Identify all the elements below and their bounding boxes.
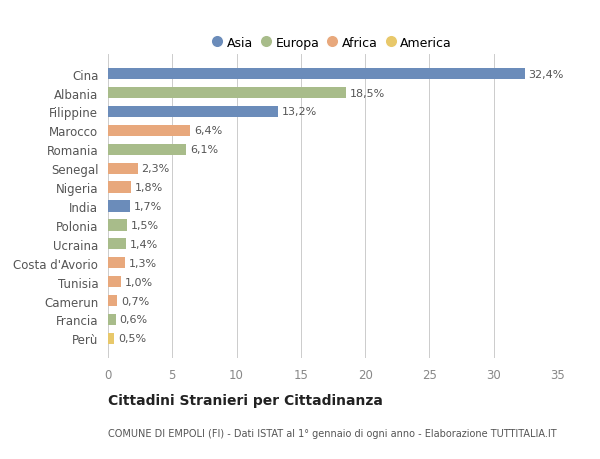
Bar xyxy=(108,182,131,193)
Text: 0,5%: 0,5% xyxy=(118,334,146,344)
Bar xyxy=(108,106,278,118)
Text: 0,6%: 0,6% xyxy=(119,315,148,325)
Text: 2,3%: 2,3% xyxy=(142,164,170,174)
Text: 1,5%: 1,5% xyxy=(131,220,159,230)
Bar xyxy=(108,163,137,174)
Bar xyxy=(108,295,117,307)
Text: COMUNE DI EMPOLI (FI) - Dati ISTAT al 1° gennaio di ogni anno - Elaborazione TUT: COMUNE DI EMPOLI (FI) - Dati ISTAT al 1°… xyxy=(108,428,557,438)
Text: 13,2%: 13,2% xyxy=(281,107,317,117)
Bar xyxy=(108,333,115,344)
Text: 1,3%: 1,3% xyxy=(128,258,157,268)
Text: 1,8%: 1,8% xyxy=(135,183,163,193)
Text: 1,4%: 1,4% xyxy=(130,239,158,249)
Text: 1,7%: 1,7% xyxy=(134,202,162,212)
Bar xyxy=(108,125,190,137)
Bar xyxy=(108,314,116,325)
Bar xyxy=(108,144,187,156)
Bar xyxy=(108,69,524,80)
Text: Cittadini Stranieri per Cittadinanza: Cittadini Stranieri per Cittadinanza xyxy=(108,393,383,407)
Bar xyxy=(108,257,125,269)
Bar xyxy=(108,201,130,212)
Text: 32,4%: 32,4% xyxy=(529,69,564,79)
Bar xyxy=(108,276,121,288)
Text: 1,0%: 1,0% xyxy=(125,277,153,287)
Bar xyxy=(108,220,127,231)
Bar xyxy=(108,239,126,250)
Text: 18,5%: 18,5% xyxy=(350,89,385,98)
Text: 6,4%: 6,4% xyxy=(194,126,223,136)
Legend: Asia, Europa, Africa, America: Asia, Europa, Africa, America xyxy=(212,34,454,52)
Bar xyxy=(108,88,346,99)
Text: 6,1%: 6,1% xyxy=(190,145,218,155)
Text: 0,7%: 0,7% xyxy=(121,296,149,306)
